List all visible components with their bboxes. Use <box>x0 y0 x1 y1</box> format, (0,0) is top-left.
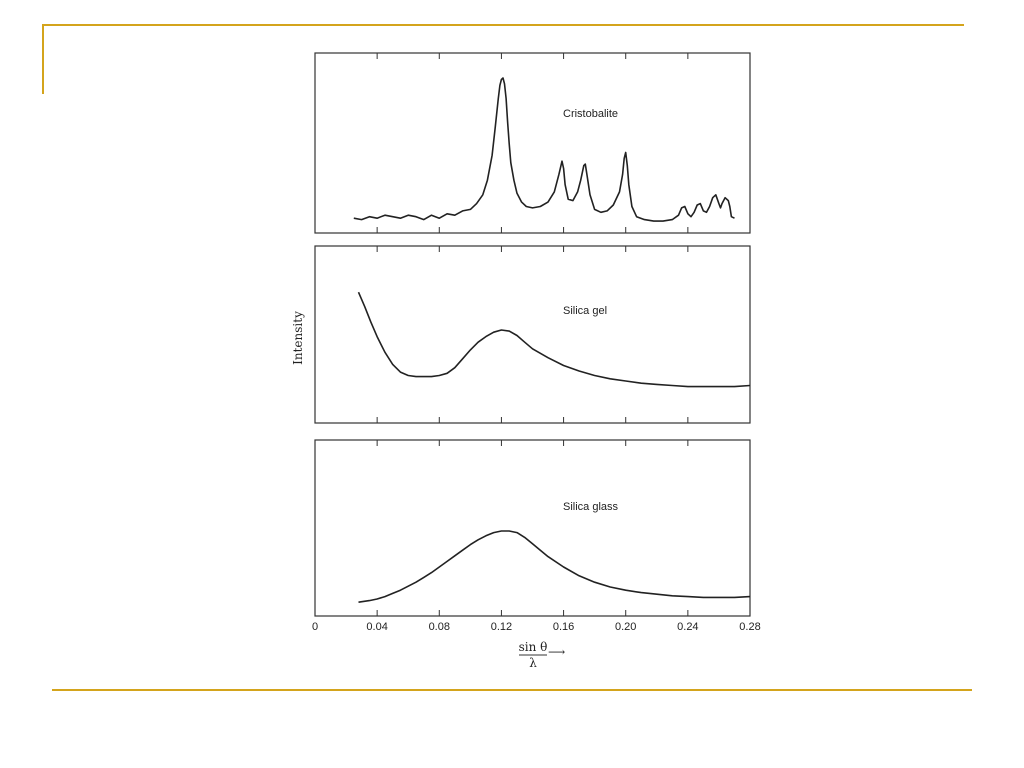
panel-frame <box>314 245 751 424</box>
x-tick-label: 0.08 <box>429 621 450 633</box>
panel-silica-gel: Silica gel <box>314 245 751 424</box>
x-tick-label: 0.16 <box>553 621 574 633</box>
panel-cristobalite: Cristobalite <box>314 52 751 234</box>
series-label-silica-gel: Silica gel <box>563 305 607 317</box>
x-tick-label: 0.12 <box>491 621 512 633</box>
panel-frame <box>314 439 751 617</box>
slide-top-rule <box>42 24 964 26</box>
x-tick-label: 0 <box>312 621 318 633</box>
slide-left-rule <box>42 24 44 94</box>
y-axis-label: Intensity <box>291 311 305 365</box>
x-tick-label: 0.20 <box>615 621 636 633</box>
x-axis-label: sin θ λ ⟶ <box>519 640 566 670</box>
series-label-silica-glass: Silica glass <box>563 501 619 513</box>
x-axis-label-denominator: λ <box>529 656 537 670</box>
x-tick-label: 0.04 <box>366 621 387 633</box>
x-tick-label: 0.28 <box>739 621 760 633</box>
series-label-cristobalite: Cristobalite <box>563 108 618 120</box>
series-line-silica-gel <box>357 291 751 388</box>
panel-silica-glass: Silica glass <box>314 439 751 617</box>
x-axis-label-numerator: sin θ <box>519 640 548 654</box>
x-axis-label-arrow: ⟶ <box>548 645 565 659</box>
slide-bottom-rule <box>52 689 972 691</box>
series-line-cristobalite <box>353 77 735 222</box>
x-tick-labels: 0 0.04 0.08 0.12 0.16 0.20 0.24 0.28 <box>312 621 761 633</box>
panel-frame <box>314 52 751 234</box>
chart-panels: Cristobalite Silica gel Silica glass <box>314 52 751 617</box>
series-line-silica-glass <box>358 530 751 603</box>
x-tick-label: 0.24 <box>677 621 698 633</box>
